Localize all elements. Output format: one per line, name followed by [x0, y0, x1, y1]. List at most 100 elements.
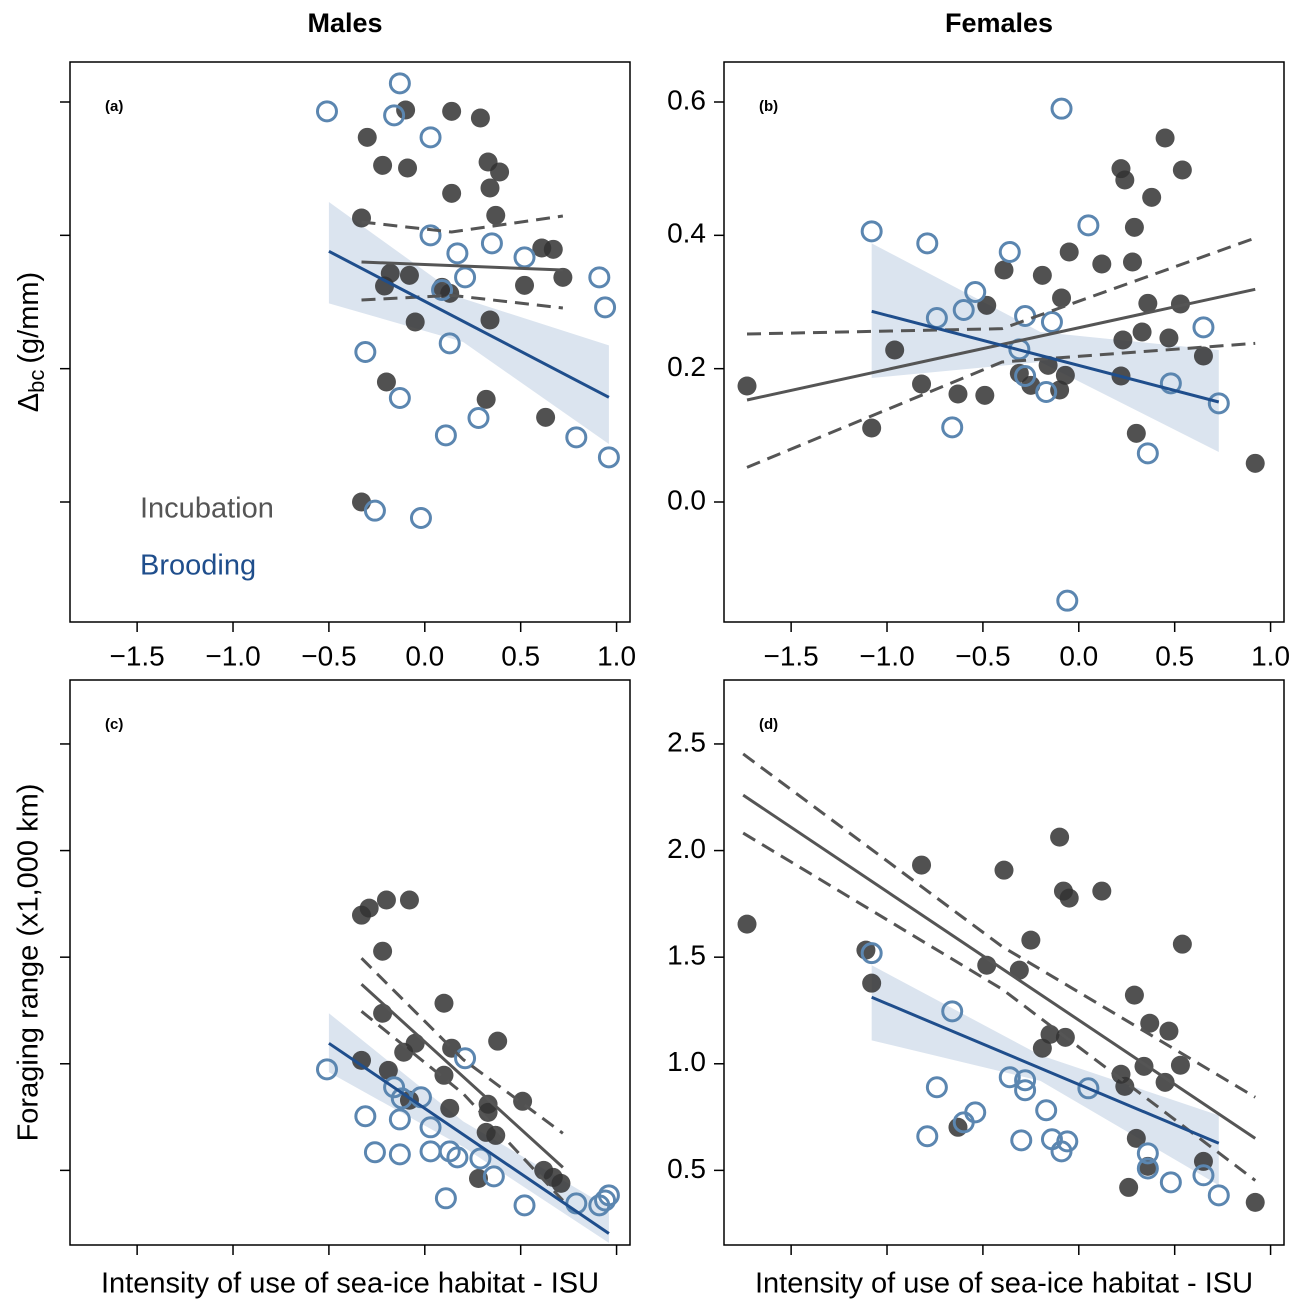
y-tick-label: 0.0 — [667, 484, 706, 515]
x-tick-label: 1.0 — [1251, 640, 1290, 671]
data-point — [486, 1125, 506, 1145]
data-point — [1124, 217, 1144, 237]
y-tick-label: 0.6 — [667, 84, 706, 115]
data-point — [737, 376, 757, 396]
data-point — [434, 424, 457, 447]
data-point — [440, 1098, 460, 1118]
data-point — [1124, 985, 1144, 1005]
data-point — [376, 890, 396, 910]
x-tick-label: −0.5 — [955, 640, 1010, 671]
fit-line — [871, 309, 1220, 404]
data-point — [1035, 381, 1058, 403]
data-point — [409, 507, 432, 529]
data-point — [419, 224, 442, 247]
data-point — [1040, 1024, 1060, 1044]
data-point — [419, 126, 442, 149]
legend-entry: Incubation — [140, 493, 274, 525]
data-point — [442, 101, 462, 121]
y-label-symbol: Δ — [13, 393, 45, 412]
x-axis-label: Intensity of use of sea-ice habitat - IS… — [755, 1268, 1253, 1300]
data-point — [1172, 160, 1192, 180]
x-tick-label: −1.0 — [859, 640, 914, 671]
y-axis-label: Δbc (g/mm) — [13, 272, 49, 412]
x-tick-label: 0.5 — [501, 640, 540, 671]
confidence-line — [361, 214, 564, 234]
data-point — [442, 183, 462, 203]
data-point — [912, 374, 932, 394]
data-point — [383, 104, 406, 127]
x-axis-label: Intensity of use of sea-ice habitat - IS… — [101, 1268, 599, 1300]
data-point — [434, 1187, 457, 1210]
data-point — [1040, 311, 1063, 333]
data-point — [378, 1060, 398, 1080]
data-point — [860, 220, 883, 243]
y-tick-label: 0.5 — [667, 1153, 706, 1184]
confidence-line — [746, 236, 1256, 336]
data-point — [434, 993, 454, 1013]
data-point — [398, 158, 418, 178]
data-point — [1021, 930, 1041, 950]
data-point — [912, 855, 932, 875]
panel-label: (a) — [105, 98, 123, 115]
x-tick-label: −1.5 — [109, 640, 164, 671]
data-point — [1038, 355, 1058, 375]
data-point — [1192, 1164, 1215, 1187]
data-point — [399, 265, 419, 285]
x-tick-label: −1.0 — [205, 640, 260, 671]
fit-line — [328, 1042, 610, 1235]
data-point — [1138, 293, 1158, 313]
data-point — [941, 416, 964, 439]
data-point — [359, 898, 379, 918]
data-point — [469, 1147, 492, 1170]
panel-title: Females — [945, 8, 1053, 38]
data-point — [1056, 589, 1079, 612]
data-point — [1050, 97, 1073, 120]
confidence-line — [742, 831, 1257, 1182]
data-point — [373, 155, 393, 175]
data-point — [354, 1105, 377, 1128]
data-point — [1136, 1142, 1159, 1165]
data-point — [480, 178, 500, 198]
data-point — [315, 100, 338, 123]
data-point — [1126, 1128, 1146, 1148]
fit-line — [360, 983, 564, 1169]
data-point — [1014, 1079, 1037, 1102]
panel-label: (c) — [105, 716, 123, 733]
data-point — [1014, 1069, 1037, 1092]
x-tick-label: 1.0 — [597, 640, 636, 671]
fit-line — [871, 995, 1220, 1145]
data-point — [964, 281, 987, 303]
data-point — [388, 1108, 411, 1131]
data-point — [419, 1140, 442, 1163]
x-tick-label: −1.5 — [763, 640, 818, 671]
data-point — [454, 266, 477, 289]
data-point — [315, 1058, 338, 1081]
data-point — [998, 1066, 1021, 1089]
data-point — [513, 1194, 536, 1217]
data-point — [438, 332, 461, 355]
data-point — [1032, 1038, 1052, 1058]
data-point — [383, 1076, 406, 1099]
data-point — [862, 973, 882, 993]
data-point — [565, 426, 588, 449]
data-point — [994, 860, 1014, 880]
plot-frame — [723, 61, 1285, 623]
confidence-band — [871, 243, 1219, 452]
data-point — [1245, 1192, 1265, 1212]
plot-frame — [69, 679, 631, 1246]
data-point — [885, 340, 905, 360]
data-point — [952, 299, 975, 321]
data-point — [1077, 214, 1100, 237]
x-tick-label: 0.0 — [1059, 640, 1098, 671]
data-point — [376, 372, 396, 392]
data-point — [1113, 330, 1133, 350]
data-point — [352, 208, 372, 228]
data-point — [1159, 1171, 1182, 1194]
confidence-line — [360, 957, 564, 1135]
confidence-line — [742, 752, 1256, 1099]
data-point — [1159, 328, 1179, 348]
data-point — [1140, 1013, 1160, 1033]
data-point — [1055, 365, 1075, 385]
data-point — [405, 312, 425, 332]
